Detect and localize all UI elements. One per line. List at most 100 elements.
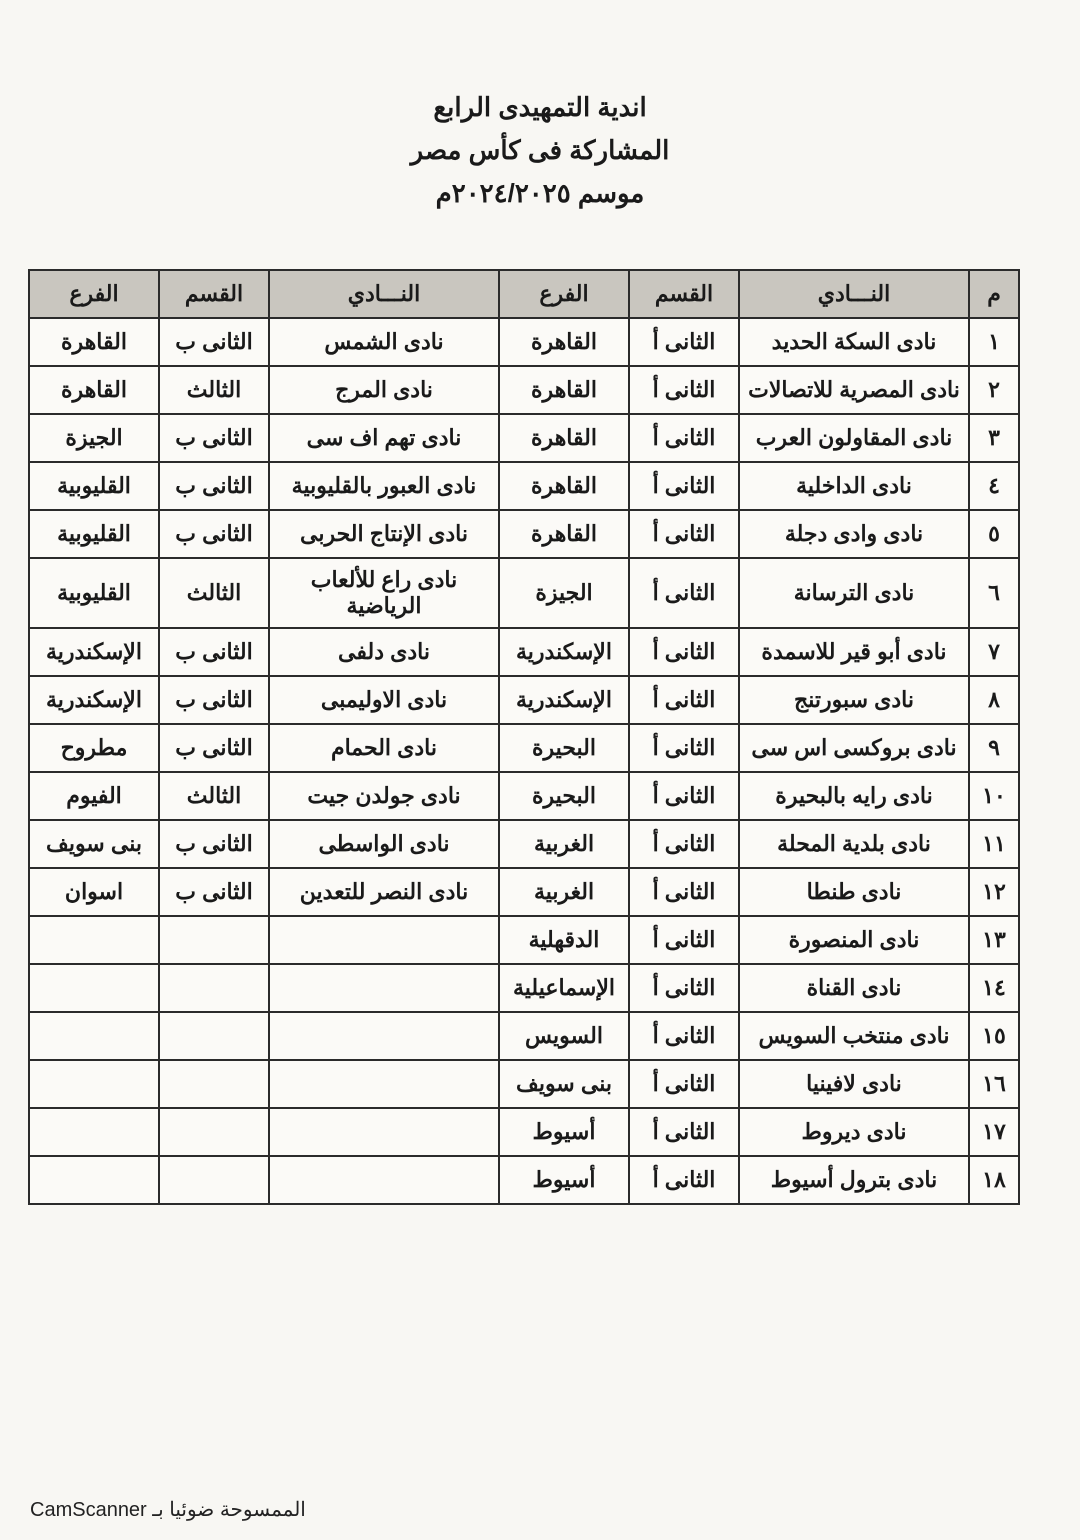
cell-div-2: الثانى ب xyxy=(159,510,269,558)
cell-m: ١٥ xyxy=(969,1012,1019,1060)
scanner-footer: CamScanner الممسوحة ضوئيا بـ xyxy=(30,1497,306,1522)
cell-m: ٧ xyxy=(969,628,1019,676)
cell-div-2: الثانى ب xyxy=(159,868,269,916)
cell-div-1: الثانى أ xyxy=(629,414,739,462)
cell-div-2: الثانى ب xyxy=(159,628,269,676)
cell-m: ٢ xyxy=(969,366,1019,414)
cell-branch-2: القليوبية xyxy=(29,510,159,558)
cell-branch-2: الإسكندرية xyxy=(29,676,159,724)
cell-div-2: الثانى ب xyxy=(159,676,269,724)
cell-branch-2: القليوبية xyxy=(29,558,159,628)
cell-club-1: نادى ديروط xyxy=(739,1108,969,1156)
cell-div-1: الثانى أ xyxy=(629,1156,739,1204)
cell-branch-2: القليوبية xyxy=(29,462,159,510)
cell-branch-1: أسيوط xyxy=(499,1156,629,1204)
cell-m: ١٦ xyxy=(969,1060,1019,1108)
header-club-2: النـــادي xyxy=(269,270,499,318)
cell-club-2 xyxy=(269,1156,499,1204)
cell-m: ٩ xyxy=(969,724,1019,772)
cell-branch-2: الفيوم xyxy=(29,772,159,820)
cell-m: ١٢ xyxy=(969,868,1019,916)
header-branch-2: الفرع xyxy=(29,270,159,318)
cell-branch-2 xyxy=(29,1156,159,1204)
cell-div-2: الثالث xyxy=(159,558,269,628)
cell-club-2 xyxy=(269,964,499,1012)
cell-club-2: نادى الواسطى xyxy=(269,820,499,868)
cell-branch-1: الغربية xyxy=(499,820,629,868)
cell-club-2: نادى العبور بالقليوبية xyxy=(269,462,499,510)
table-row: ٤نادى الداخليةالثانى أالقاهرةنادى العبور… xyxy=(29,462,1019,510)
header-club-1: النـــادي xyxy=(739,270,969,318)
clubs-table: م النـــادي القسم الفرع النـــادي القسم … xyxy=(28,269,1020,1205)
cell-club-1: نادى القناة xyxy=(739,964,969,1012)
cell-branch-1: بنى سويف xyxy=(499,1060,629,1108)
table-row: ٨نادى سبورتنجالثانى أالإسكندريةنادى الاو… xyxy=(29,676,1019,724)
cell-m: ١٠ xyxy=(969,772,1019,820)
table-row: ١٢نادى طنطاالثانى أالغربيةنادى النصر للت… xyxy=(29,868,1019,916)
cell-club-1: نادى بلدية المحلة xyxy=(739,820,969,868)
cell-div-1: الثانى أ xyxy=(629,628,739,676)
cell-branch-2 xyxy=(29,1108,159,1156)
cell-branch-2: القاهرة xyxy=(29,318,159,366)
cell-club-2 xyxy=(269,1012,499,1060)
cell-m: ٣ xyxy=(969,414,1019,462)
cell-branch-2 xyxy=(29,916,159,964)
table-row: ١٦نادى لافينياالثانى أبنى سويف xyxy=(29,1060,1019,1108)
table-row: ١٥نادى منتخب السويسالثانى أالسويس xyxy=(29,1012,1019,1060)
footer-app: CamScanner xyxy=(30,1499,147,1521)
cell-club-1: نادى المقاولون العرب xyxy=(739,414,969,462)
cell-div-2 xyxy=(159,1108,269,1156)
cell-branch-1: أسيوط xyxy=(499,1108,629,1156)
cell-m: ١٤ xyxy=(969,964,1019,1012)
cell-div-1: الثانى أ xyxy=(629,1108,739,1156)
cell-club-1: نادى منتخب السويس xyxy=(739,1012,969,1060)
cell-div-2: الثانى ب xyxy=(159,414,269,462)
cell-club-2 xyxy=(269,916,499,964)
cell-club-2: نادى راع للألعاب الرياضية xyxy=(269,558,499,628)
table-row: ١١نادى بلدية المحلةالثانى أالغربيةنادى ا… xyxy=(29,820,1019,868)
table-row: ٩نادى بروكسى اس سىالثانى أالبحيرةنادى ال… xyxy=(29,724,1019,772)
cell-club-1: نادى بترول أسيوط xyxy=(739,1156,969,1204)
header-branch-1: الفرع xyxy=(499,270,629,318)
table-row: ٥نادى وادى دجلةالثانى أالقاهرةنادى الإنت… xyxy=(29,510,1019,558)
document-page: اندية التمهيدى الرابع المشاركة فى كأس مص… xyxy=(0,0,1080,1540)
table-row: ٦نادى الترسانةالثانى أالجيزةنادى راع للأ… xyxy=(29,558,1019,628)
cell-branch-1: الدقهلية xyxy=(499,916,629,964)
cell-branch-1: القاهرة xyxy=(499,318,629,366)
cell-club-1: نادى لافينيا xyxy=(739,1060,969,1108)
cell-branch-2: الجيزة xyxy=(29,414,159,462)
cell-branch-2: القاهرة xyxy=(29,366,159,414)
cell-club-2: نادى جولدن جيت xyxy=(269,772,499,820)
cell-div-1: الثانى أ xyxy=(629,366,739,414)
cell-club-2: نادى الاوليمبى xyxy=(269,676,499,724)
table-row: ١٠نادى رايه بالبحيرةالثانى أالبحيرةنادى … xyxy=(29,772,1019,820)
cell-club-1: نادى بروكسى اس سى xyxy=(739,724,969,772)
cell-div-1: الثانى أ xyxy=(629,318,739,366)
cell-div-1: الثانى أ xyxy=(629,820,739,868)
table-header-row: م النـــادي القسم الفرع النـــادي القسم … xyxy=(29,270,1019,318)
table-row: ١٣نادى المنصورةالثانى أالدقهلية xyxy=(29,916,1019,964)
table-row: ١نادى السكة الحديدالثانى أالقاهرةنادى ال… xyxy=(29,318,1019,366)
cell-m: ١٨ xyxy=(969,1156,1019,1204)
header-m: م xyxy=(969,270,1019,318)
cell-club-2 xyxy=(269,1060,499,1108)
title-line-3: موسم ٢٠٢٤/٢٠٢٥م xyxy=(60,178,1020,209)
cell-club-1: نادى السكة الحديد xyxy=(739,318,969,366)
cell-div-2 xyxy=(159,1012,269,1060)
cell-m: ٨ xyxy=(969,676,1019,724)
cell-div-1: الثانى أ xyxy=(629,676,739,724)
cell-branch-1: الإسكندرية xyxy=(499,676,629,724)
cell-branch-1: الإسكندرية xyxy=(499,628,629,676)
cell-div-1: الثانى أ xyxy=(629,1060,739,1108)
cell-club-1: نادى طنطا xyxy=(739,868,969,916)
cell-div-1: الثانى أ xyxy=(629,462,739,510)
cell-m: ٤ xyxy=(969,462,1019,510)
cell-div-2 xyxy=(159,1060,269,1108)
title-line-2: المشاركة فى كأس مصر xyxy=(60,135,1020,166)
table-row: ١٤نادى القناةالثانى أالإسماعيلية xyxy=(29,964,1019,1012)
cell-div-1: الثانى أ xyxy=(629,964,739,1012)
cell-div-1: الثانى أ xyxy=(629,772,739,820)
cell-branch-2: اسوان xyxy=(29,868,159,916)
cell-m: ١ xyxy=(969,318,1019,366)
cell-club-2: نادى الشمس xyxy=(269,318,499,366)
